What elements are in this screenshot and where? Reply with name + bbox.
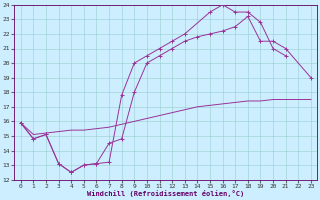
X-axis label: Windchill (Refroidissement éolien,°C): Windchill (Refroidissement éolien,°C) — [87, 190, 244, 197]
